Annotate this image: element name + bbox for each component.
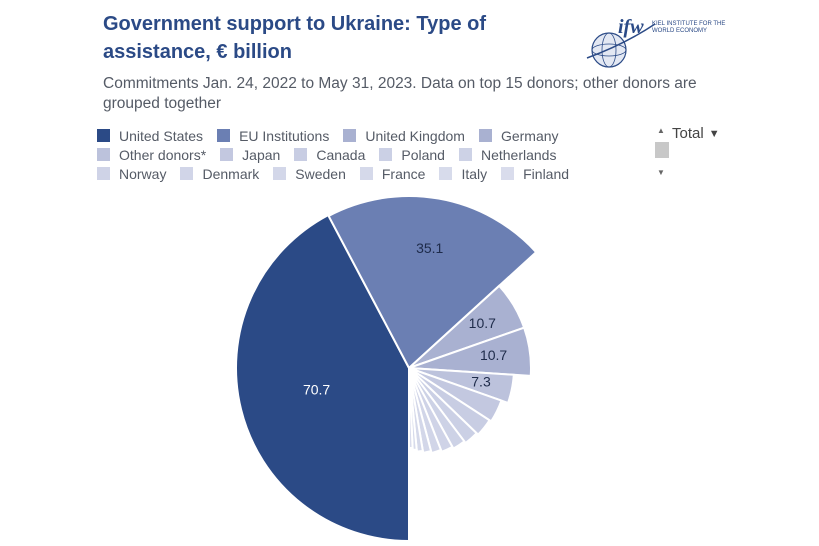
legend-swatch [97,129,110,142]
logo-text: ifw [618,16,644,38]
legend-item[interactable]: Canada [294,147,365,163]
pie-slice[interactable] [408,367,443,455]
logo-globe-icon [586,23,656,68]
legend-label: Other donors* [119,146,207,163]
legend-label: Italy [461,165,488,182]
legend-row: United States EU Institutions United Kingd… [97,126,642,145]
legend-swatch [294,148,308,161]
pie-slice[interactable] [408,367,479,445]
legend-label: Finland [523,165,570,182]
pie-slice[interactable] [408,367,414,450]
scroll-thumb[interactable] [655,142,669,158]
pie-slice[interactable] [408,367,491,437]
pie-slice[interactable] [408,367,433,454]
legend-swatch [220,148,234,161]
legend-item[interactable]: Japan [220,147,280,163]
legend-swatch [458,148,472,161]
legend-item[interactable]: Norway [97,166,166,182]
legend-label: Japan [242,146,281,163]
legend-item[interactable]: United Kingdom [343,128,465,144]
legend-item[interactable]: Germany [478,127,559,144]
chart-subtitle: Commitments Jan. 24, 2022 to May 31, 202… [103,75,697,112]
legend-item[interactable]: Sweden [273,166,346,182]
legend-swatch [97,167,110,180]
legend-label: Norway [119,165,167,182]
legend-swatch [439,167,453,180]
legend-row: Other donors* Japan Canada Poland Netherland… [97,145,642,164]
pie-data-label: 10.7 [469,315,496,331]
chart-legend: United States EU Institutions United Kingd… [97,126,642,183]
pie-slice[interactable] [408,367,454,454]
pie-data-label: 35.1 [416,240,443,256]
dropdown-label: Total [672,125,704,142]
legend-swatch [273,167,287,180]
legend-swatch [478,129,492,142]
legend-swatch [379,148,393,161]
legend-item[interactable]: Netherlands [458,146,557,163]
scroll-up-icon[interactable]: ▲ [657,126,665,135]
pie-data-label: 70.7 [303,382,330,398]
logo-subtext: KIEL INSTITUTE FOR THE WORLD ECONOMY [652,21,726,34]
pie-slice[interactable] [408,367,466,450]
legend-swatch [217,129,231,142]
legend-label: Netherlands [480,146,557,163]
legend-scrollbar[interactable]: ▲ ▼ [654,124,670,180]
legend-swatch [359,167,373,180]
legend-label: EU Institutions [239,127,330,144]
legend-label: France [381,165,426,182]
legend-label: Canada [316,146,366,163]
legend-swatch [180,167,194,180]
pie-slice[interactable] [408,367,503,423]
pie-data-label: 7.3 [471,373,491,389]
pie-slice[interactable] [408,326,532,377]
legend-item[interactable]: Finland [501,166,569,182]
legend-label: Denmark [202,165,260,182]
legend-item[interactable]: Denmark [180,166,259,182]
legend-label: Poland [401,146,445,163]
pie-slice[interactable] [408,367,424,453]
pie-slice[interactable] [327,195,538,370]
legend-item[interactable]: EU Institutions [217,128,329,144]
scroll-down-icon[interactable]: ▼ [657,168,665,177]
legend-label: Germany [500,127,559,144]
legend-row: Norway Denmark Sweden France Italy Finland [97,164,642,183]
legend-swatch [343,129,357,142]
pie-slice[interactable] [235,213,410,543]
legend-label: United States [119,127,204,144]
legend-swatch [97,148,110,161]
legend-item[interactable]: Poland [379,147,445,163]
chart-title: Government support to Ukraine: Type of a… [103,13,486,63]
legend-item[interactable]: United States [97,128,203,144]
legend-label: Sweden [295,165,346,182]
legend-item[interactable]: Other donors* [97,147,206,163]
type-dropdown[interactable]: Total ▼ [672,125,720,142]
legend-item[interactable]: France [359,165,426,182]
legend-item[interactable]: Italy [439,166,487,182]
legend-label: United Kingdom [365,127,465,144]
pie-data-label: 10.7 [480,347,507,363]
legend-swatch [501,167,515,180]
chevron-down-icon: ▼ [708,127,720,140]
